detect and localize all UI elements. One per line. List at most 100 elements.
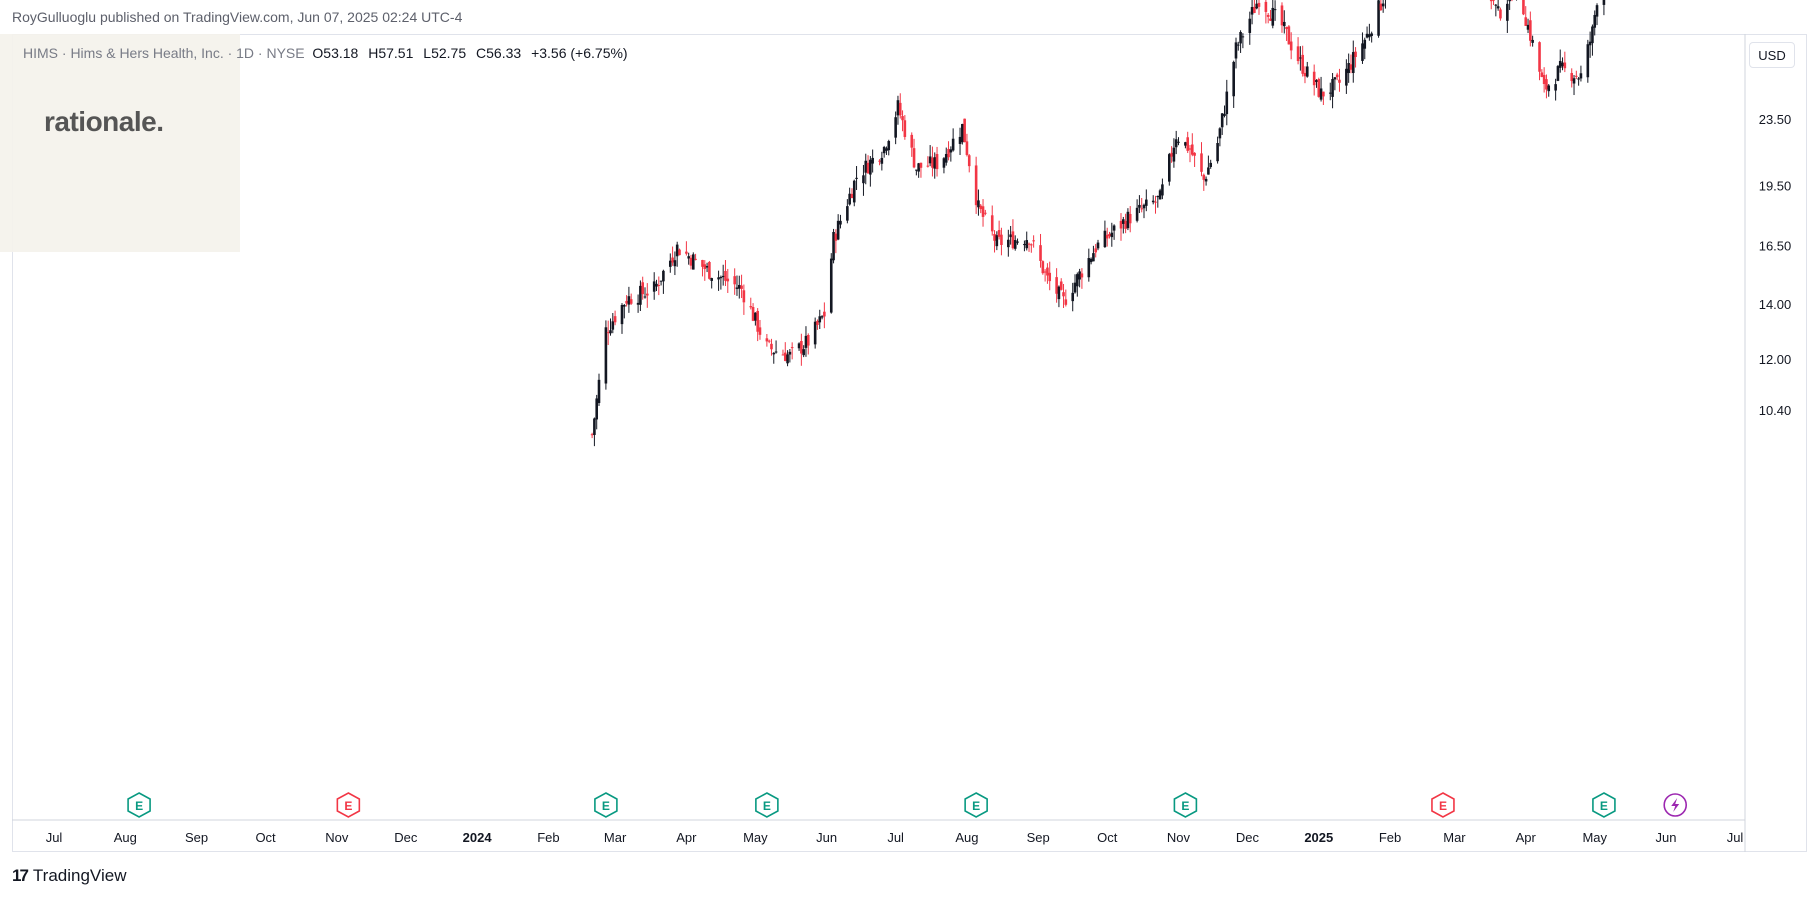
time-tick-label: Nov bbox=[325, 830, 349, 845]
time-tick-label: Nov bbox=[1167, 830, 1191, 845]
price-tick-label: 23.50 bbox=[1759, 112, 1792, 127]
candle-body bbox=[622, 305, 626, 307]
candle-body bbox=[862, 175, 865, 184]
time-tick-label: Aug bbox=[955, 830, 978, 845]
candle-body bbox=[1032, 240, 1035, 242]
symbol-legend[interactable]: HIMS · Hims & Hers Health, Inc. · 1D · N… bbox=[23, 45, 634, 61]
time-tick-label: Jul bbox=[46, 830, 63, 845]
candle-body bbox=[1170, 152, 1173, 157]
candle-body bbox=[717, 277, 720, 280]
candle-body bbox=[685, 251, 688, 254]
candle-body bbox=[926, 165, 930, 167]
time-tick-label: Apr bbox=[1516, 830, 1537, 845]
watermark-logo: rationale. bbox=[44, 106, 164, 137]
candle-body bbox=[705, 266, 709, 268]
earnings-event-letter: E bbox=[1439, 799, 1447, 813]
candle-body bbox=[848, 193, 851, 205]
candle-body bbox=[1494, 4, 1498, 6]
candle-body bbox=[887, 141, 891, 151]
price-tick-label: 12.00 bbox=[1759, 352, 1792, 367]
candle-body bbox=[1558, 60, 1562, 68]
candle-body bbox=[1232, 61, 1235, 97]
candle-body bbox=[1591, 26, 1594, 44]
candle-body bbox=[611, 321, 615, 330]
candle-body bbox=[1105, 234, 1109, 239]
candle-body bbox=[1338, 79, 1341, 83]
candle-body bbox=[1234, 42, 1238, 59]
candle-body bbox=[742, 290, 746, 303]
candle-body bbox=[1200, 153, 1203, 172]
candle-body bbox=[1009, 234, 1012, 238]
candle-body bbox=[1570, 72, 1574, 82]
candle-body bbox=[1579, 73, 1583, 79]
candle-body bbox=[1154, 201, 1157, 203]
candle-body bbox=[694, 258, 697, 260]
time-tick-label: 2024 bbox=[463, 830, 493, 845]
candle-body bbox=[1103, 230, 1107, 248]
candle-body bbox=[1489, 0, 1493, 2]
candle-body bbox=[1122, 219, 1125, 224]
candle-body bbox=[643, 296, 647, 298]
candle-body bbox=[933, 157, 937, 169]
currency-button[interactable]: USD bbox=[1749, 42, 1795, 68]
candle-body bbox=[1289, 41, 1293, 51]
candle-body bbox=[1572, 78, 1576, 84]
earnings-event-letter: E bbox=[135, 799, 143, 813]
symbol-name[interactable]: HIMS · Hims & Hers Health, Inc. · 1D · N… bbox=[23, 45, 305, 61]
candle-body bbox=[995, 235, 999, 247]
time-tick-label: Feb bbox=[1379, 830, 1401, 845]
candle-body bbox=[1119, 220, 1123, 229]
candle-body bbox=[896, 100, 900, 116]
earnings-event-badge bbox=[1431, 792, 1455, 818]
candle-body bbox=[1110, 232, 1114, 238]
candle-body bbox=[1273, 9, 1277, 11]
candle-body bbox=[958, 136, 962, 144]
candle-body bbox=[1172, 147, 1176, 162]
candle-body bbox=[1588, 41, 1592, 46]
candle-body bbox=[1151, 200, 1155, 203]
candle-body bbox=[919, 162, 923, 168]
candle-body bbox=[756, 310, 759, 332]
candle-body bbox=[1602, 0, 1606, 5]
candle-body bbox=[878, 160, 881, 162]
candle-body bbox=[1207, 167, 1210, 175]
time-tick-label: Feb bbox=[537, 830, 559, 845]
candle-body bbox=[1496, 6, 1500, 9]
close-value: 56.33 bbox=[486, 45, 522, 61]
candle-body bbox=[719, 277, 723, 279]
candle-body bbox=[758, 327, 762, 335]
candle-body bbox=[852, 180, 856, 203]
earnings-event-letter: E bbox=[1181, 799, 1189, 813]
candle-body bbox=[1351, 52, 1355, 74]
candle-body bbox=[790, 347, 794, 349]
candle-body bbox=[834, 233, 838, 241]
time-tick-label: Dec bbox=[1236, 830, 1260, 845]
candle-body bbox=[1542, 74, 1546, 84]
candle-body bbox=[951, 138, 955, 151]
candle-body bbox=[668, 260, 672, 267]
candle-body bbox=[1312, 71, 1316, 86]
candle-body bbox=[1345, 68, 1348, 86]
candle-body bbox=[1531, 39, 1534, 43]
candle-body bbox=[691, 254, 695, 270]
candle-body bbox=[1064, 299, 1068, 305]
candle-body bbox=[1287, 26, 1291, 45]
candle-body bbox=[1538, 42, 1541, 72]
candle-body bbox=[917, 163, 920, 172]
candle-body bbox=[1158, 190, 1162, 200]
candle-body bbox=[1225, 91, 1229, 115]
candle-body bbox=[1301, 54, 1304, 74]
candle-body bbox=[990, 215, 994, 232]
low-label: L bbox=[423, 45, 432, 61]
candle-body bbox=[1285, 27, 1288, 30]
candle-body bbox=[882, 147, 886, 154]
time-axis[interactable]: Jul Aug Sep Oct Nov Dec 2024 Feb Mar Apr May Jun Jul… bbox=[46, 830, 1744, 845]
tradingview-brand[interactable]: 17 TradingView bbox=[12, 866, 126, 886]
candle-body bbox=[673, 260, 677, 267]
high-value: 57.51 bbox=[378, 45, 414, 61]
candle-body bbox=[781, 354, 785, 356]
candle-body bbox=[1524, 17, 1528, 26]
candle-body bbox=[1128, 213, 1132, 224]
axis-lines bbox=[12, 34, 1746, 852]
